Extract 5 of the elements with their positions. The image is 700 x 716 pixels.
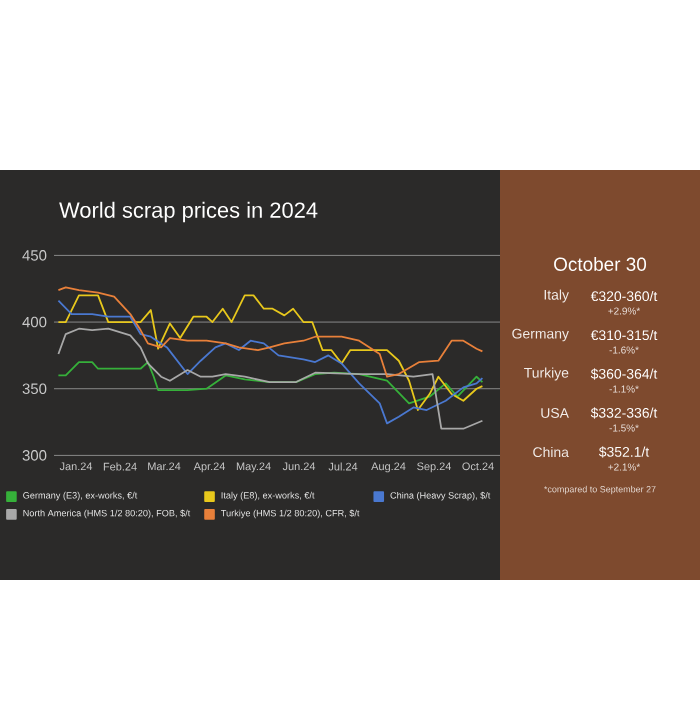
line-series xyxy=(57,286,484,378)
line-series xyxy=(57,361,484,405)
chart-title: World scrap prices in 2024 xyxy=(59,201,318,223)
text: October 30 xyxy=(554,257,647,271)
line-series xyxy=(57,327,484,430)
